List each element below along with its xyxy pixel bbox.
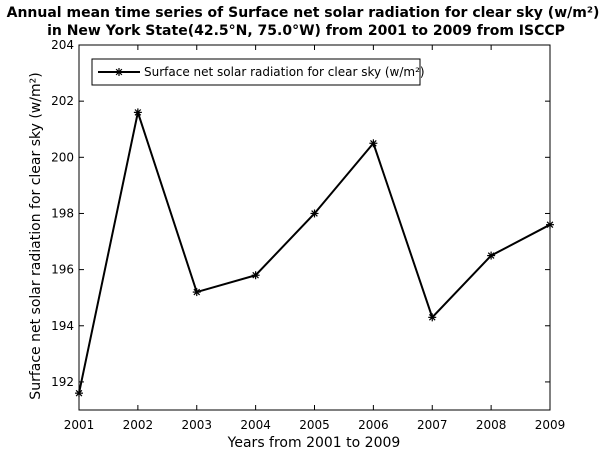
x-tick-label: 2005 xyxy=(299,418,330,432)
data-point-marker xyxy=(369,139,378,148)
data-point-marker xyxy=(251,271,260,280)
data-point-marker xyxy=(487,251,496,260)
x-tick-label: 2009 xyxy=(535,418,566,432)
chart-title-line-2: in New York State(42.5°N, 75.0°W) from 2… xyxy=(47,23,565,39)
data-point-marker xyxy=(546,220,554,229)
y-axis-label: Surface net solar radiation for clear sk… xyxy=(28,72,44,399)
x-tick-label: 2003 xyxy=(181,418,212,432)
y-tick-label: 198 xyxy=(51,206,74,220)
y-tick-label: 194 xyxy=(51,319,74,333)
x-tick-label: 2004 xyxy=(240,418,271,432)
data-point-marker xyxy=(310,209,319,218)
y-tick-label: 202 xyxy=(51,94,74,108)
data-point-marker xyxy=(133,108,142,117)
x-tick-label: 2006 xyxy=(358,418,389,432)
legend-marker xyxy=(115,68,123,76)
chart-title-line-1: Annual mean time series of Surface net s… xyxy=(7,5,600,21)
data-point-marker xyxy=(192,288,201,297)
legend-box xyxy=(91,58,421,86)
x-tick-label: 2008 xyxy=(476,418,507,432)
plot-area xyxy=(78,44,551,411)
series-layer xyxy=(75,108,554,398)
legend-entry-label: Surface net solar radiation for clear sk… xyxy=(144,65,425,79)
x-tick-label: 2007 xyxy=(417,418,448,432)
y-tick-label: 196 xyxy=(51,263,74,277)
x-axis-ticks: 2001 2002 2003 2004 2005 2006 2007 2008 2009 xyxy=(64,45,566,432)
y-axis-ticks: 192 194 196 198 200 202 204 xyxy=(51,38,550,389)
x-axis-label: Years from 2001 to 2009 xyxy=(227,435,401,451)
data-point-marker xyxy=(428,313,437,322)
y-tick-label: 204 xyxy=(51,38,74,52)
x-tick-label: 2002 xyxy=(123,418,154,432)
y-tick-label: 192 xyxy=(51,375,74,389)
legend: Surface net solar radiation for clear sk… xyxy=(91,58,425,86)
y-tick-label: 200 xyxy=(51,150,74,164)
data-point-marker xyxy=(75,389,83,398)
x-tick-label: 2001 xyxy=(64,418,95,432)
data-point-marker xyxy=(115,68,123,76)
